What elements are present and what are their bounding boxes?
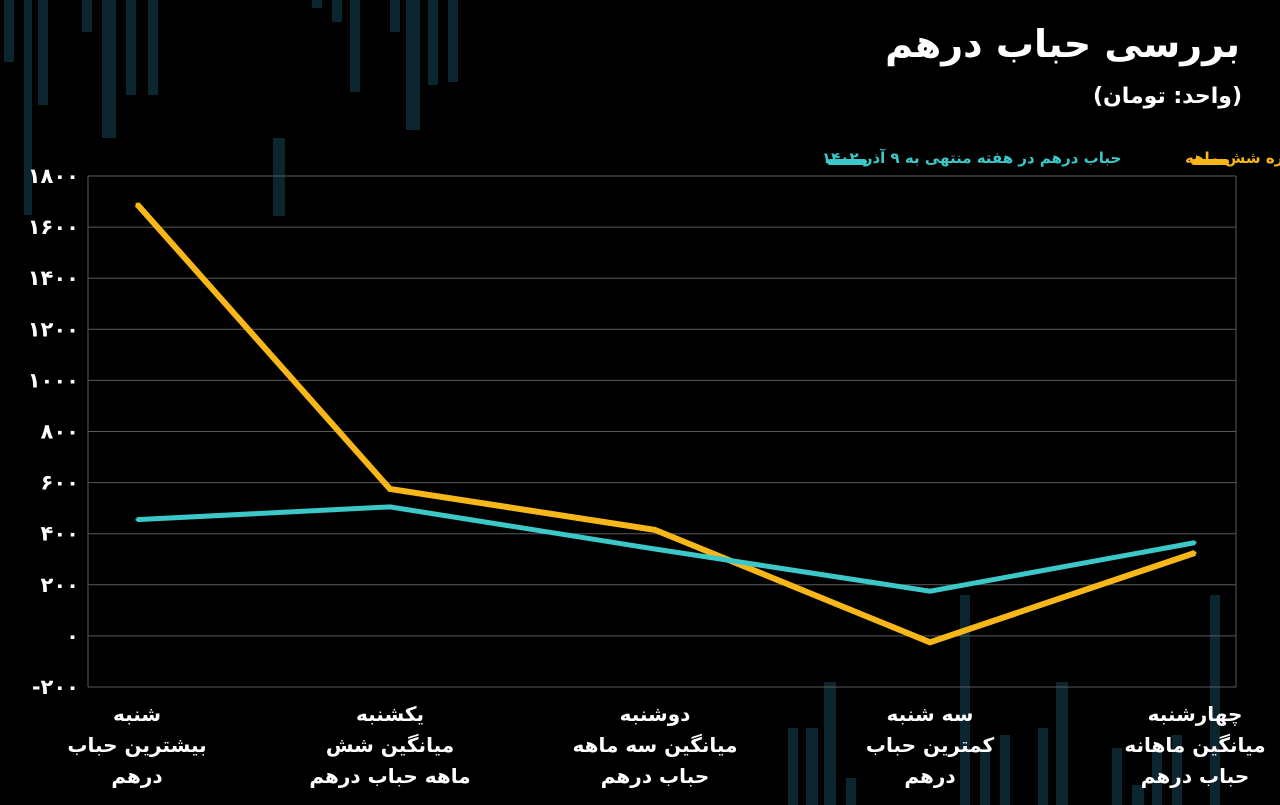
y-tick-label: -۲۰۰ <box>32 675 79 699</box>
data-point <box>653 547 657 551</box>
data-point <box>135 518 139 522</box>
data-point <box>653 528 657 532</box>
x-category-label: میانگین شش <box>326 733 454 757</box>
x-category-label: سه شنبه <box>887 702 974 726</box>
unit-label: (واحد: تومان) <box>1092 84 1242 109</box>
y-tick-label: ۶۰۰ <box>41 471 79 495</box>
x-category-label: بیشترین حباب <box>67 733 206 757</box>
x-category-label: کمترین حباب <box>866 733 995 757</box>
data-point <box>1193 551 1197 555</box>
data-point <box>135 202 139 206</box>
page-title: بررسی حباب درهم <box>885 22 1240 66</box>
x-category-label: حباب درهم <box>1141 764 1249 788</box>
x-category-label: شنبه <box>113 702 161 726</box>
legend-label-1: بررسی حباب درهم از بازه شش ماهه <box>1185 149 1280 167</box>
y-tick-label: ۱۰۰۰ <box>28 368 79 392</box>
series-line-1 <box>134 202 1196 646</box>
y-tick-label: ۸۰۰ <box>41 420 79 444</box>
data-point <box>388 505 392 509</box>
x-category-label: یکشنبه <box>356 702 424 726</box>
data-point <box>1193 541 1197 545</box>
x-category-label: ماهه حباب درهم <box>309 764 470 788</box>
y-tick-label: ۱۲۰۰ <box>28 317 79 341</box>
y-tick-label: ۰ <box>66 624 79 648</box>
y-tick-label: ۲۰۰ <box>41 573 79 597</box>
data-point <box>928 589 932 593</box>
x-axis: شنبه بیشترین حباب درهم یکشنبه میانگین شش ماهه… <box>67 702 1265 788</box>
x-category-label: میانگین ماهانه <box>1124 733 1265 757</box>
x-category-label: درهم <box>904 764 955 788</box>
series-line-2 <box>136 504 1196 594</box>
y-tick-label: ۴۰۰ <box>41 522 79 546</box>
y-tick-label: ۱۸۰۰ <box>28 164 79 188</box>
y-tick-label: ۱۶۰۰ <box>28 215 79 239</box>
x-category-label: میانگین سه ماهه <box>573 733 738 757</box>
x-category-label: درهم <box>111 764 162 788</box>
chart-grid <box>87 175 1237 688</box>
y-tick-label: ۱۴۰۰ <box>28 266 79 290</box>
data-point <box>928 640 932 644</box>
x-category-label: دوشنبه <box>620 702 691 726</box>
data-point <box>388 487 392 491</box>
series-lines <box>134 202 1197 646</box>
y-axis: ۱۸۰۰ ۱۶۰۰ ۱۴۰۰ ۱۲۰۰ ۱۰۰۰ ۸۰۰ ۶۰۰ ۴۰۰ ۲۰۰ ۰ -۲۰۰ <box>28 164 79 699</box>
x-category-label: چهارشنبه <box>1148 702 1243 727</box>
x-category-label: حباب درهم <box>601 764 709 788</box>
legend-label-2: حباب درهم در هفته منتهی به ۹ آذر ۱۴۰۲ <box>822 149 1121 167</box>
chart-legend: بررسی حباب درهم از بازه شش ماهه حباب درهم… <box>822 149 1280 167</box>
